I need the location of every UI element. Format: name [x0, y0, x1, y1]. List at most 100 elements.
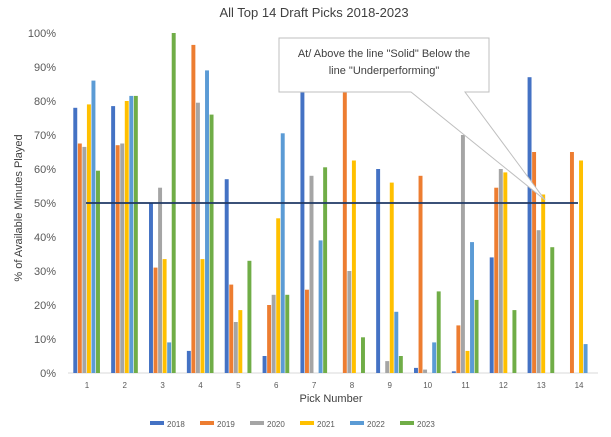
- legend-label: 2019: [217, 420, 235, 429]
- y-tick-label: 20%: [34, 300, 56, 312]
- bar-2021-pick-8: [351, 160, 356, 373]
- bar-2020-pick-8: [347, 271, 352, 373]
- x-tick-label: 8: [350, 381, 355, 390]
- bar-2018-pick-3: [149, 203, 153, 373]
- legend-swatch-2022: [350, 421, 364, 425]
- bar-2019-pick-8: [342, 92, 347, 373]
- x-axis-label: Pick Number: [300, 393, 363, 405]
- bar-2020-pick-12: [498, 169, 503, 373]
- callout-text-line1: At/ Above the line "Solid" Below the: [298, 48, 470, 60]
- legend-label: 2018: [167, 420, 185, 429]
- legend-swatch-2023: [400, 421, 414, 425]
- bar-2020-pick-7: [309, 175, 314, 373]
- bar-2023-pick-1: [96, 170, 100, 373]
- x-tick-label: 5: [236, 381, 241, 390]
- legend-label: 2021: [317, 420, 335, 429]
- bar-2018-pick-5: [224, 179, 229, 373]
- legend-label: 2023: [417, 420, 435, 429]
- chart-title: All Top 14 Draft Picks 2018-2023: [219, 5, 408, 20]
- bar-2022-pick-9: [394, 311, 399, 373]
- bar-2023-pick-13: [550, 247, 555, 373]
- y-tick-label: 60%: [34, 164, 56, 176]
- axes: 0%10%20%30%40%50%60%70%80%90%100%1 2 3 4 5 6 7…: [28, 28, 598, 390]
- x-tick-label: 11: [461, 381, 470, 390]
- bar-2018-pick-9: [376, 169, 381, 373]
- x-tick-label: 9: [388, 381, 393, 390]
- x-tick-label: 1: [85, 381, 90, 390]
- x-tick-label: 13: [537, 381, 546, 390]
- y-tick-label: 70%: [34, 130, 56, 142]
- bar-2023-pick-4: [209, 114, 214, 373]
- callout-bubble: [278, 37, 546, 201]
- bar-2019-pick-12: [494, 187, 499, 373]
- bar-2023-pick-6: [285, 294, 290, 373]
- bar-2019-pick-5: [229, 284, 234, 373]
- bar-2022-pick-14: [583, 344, 588, 373]
- bar-2022-pick-10: [432, 342, 437, 373]
- x-tick-label: 4: [198, 381, 203, 390]
- bar-2020-pick-1: [82, 146, 87, 373]
- y-tick-label: 30%: [34, 266, 56, 278]
- bar-2019-pick-14: [569, 152, 574, 373]
- bar-2023-pick-12: [512, 310, 517, 373]
- bar-2020-pick-9: [385, 361, 390, 373]
- bar-2021-pick-12: [503, 172, 508, 373]
- bar-2019-pick-6: [267, 305, 272, 373]
- bar-2018-pick-13: [527, 77, 532, 373]
- bar-2020-pick-3: [158, 187, 163, 373]
- bar-2019-pick-2: [115, 145, 120, 373]
- legend: 2018 2019 2020 2021 2022 2023: [150, 420, 435, 429]
- bar-2023-pick-9: [398, 356, 403, 373]
- bar-2021-pick-2: [124, 101, 129, 373]
- bar-2023-pick-7: [323, 167, 328, 373]
- bar-2022-pick-4: [205, 70, 209, 374]
- legend-label: 2022: [367, 420, 385, 429]
- bar-2020-pick-6: [271, 294, 276, 373]
- bar-2018-pick-11: [451, 371, 456, 373]
- bar-2019-pick-1: [77, 143, 82, 373]
- bar-2023-pick-11: [474, 299, 479, 373]
- bar-2018-pick-2: [111, 106, 116, 373]
- bar-2022-pick-3: [167, 342, 172, 373]
- bar-2020-pick-11: [460, 135, 465, 373]
- y-tick-label: 50%: [34, 198, 56, 210]
- legend-swatch-2020: [250, 421, 264, 425]
- legend-label: 2020: [267, 420, 285, 429]
- bar-2020-pick-10: [423, 369, 428, 373]
- y-tick-label: 80%: [34, 96, 56, 108]
- bar-2023-pick-2: [133, 95, 138, 374]
- bar-2021-pick-6: [276, 218, 281, 373]
- x-tick-label: 12: [499, 381, 508, 390]
- bar-2018-pick-12: [489, 257, 494, 373]
- bar-2022-pick-6: [280, 133, 285, 373]
- y-tick-label: 100%: [28, 28, 56, 40]
- x-tick-label: 14: [575, 381, 584, 390]
- bar-2020-pick-5: [233, 322, 238, 373]
- y-axis-label: % of Available Minutes Played: [13, 134, 25, 281]
- x-tick-label: 10: [423, 381, 432, 390]
- legend-swatch-2021: [300, 421, 314, 425]
- bar-2019-pick-11: [456, 325, 461, 373]
- x-tick-label: 7: [312, 381, 317, 390]
- callout-text-line2: line "Underperforming": [329, 65, 440, 77]
- legend-swatch-2018: [150, 421, 164, 425]
- bar-2019-pick-7: [304, 289, 309, 373]
- bar-2022-pick-2: [129, 95, 134, 374]
- y-tick-label: 0%: [40, 368, 56, 380]
- y-tick-label: 90%: [34, 62, 56, 74]
- bar-2023-pick-5: [247, 260, 252, 373]
- bar-2019-pick-3: [153, 267, 158, 373]
- bar-2018-pick-7: [300, 90, 305, 374]
- bar-2022-pick-7: [318, 240, 323, 373]
- bar-2021-pick-1: [86, 104, 91, 374]
- y-tick-label: 10%: [34, 334, 56, 346]
- bar-2020-pick-4: [195, 102, 200, 373]
- bar-2021-pick-14: [579, 160, 584, 373]
- callout: At/ Above the line "Solid" Below the lin…: [278, 37, 546, 201]
- x-tick-label: 3: [160, 381, 165, 390]
- bar-2018-pick-10: [414, 367, 418, 373]
- x-tick-label: 2: [123, 381, 128, 390]
- bar-2022-pick-1: [91, 80, 96, 373]
